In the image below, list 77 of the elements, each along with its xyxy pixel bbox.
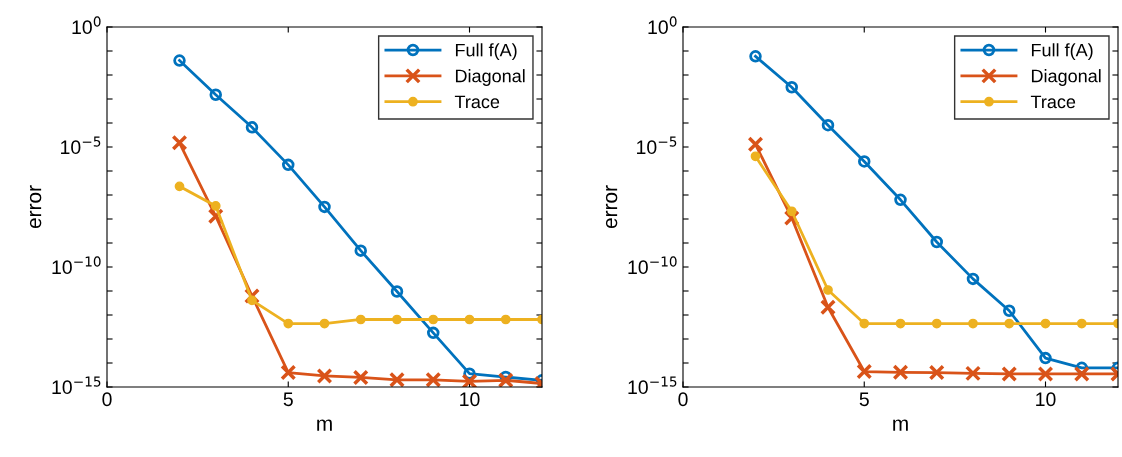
point <box>930 235 943 249</box>
point <box>389 371 405 387</box>
x-axis-title: m <box>317 419 332 431</box>
point <box>355 314 366 325</box>
y-tick-label: 10$^{−15}$ <box>628 376 677 395</box>
point <box>283 318 294 329</box>
point <box>174 181 185 192</box>
point <box>895 318 906 329</box>
x-tick-label: 0 <box>678 392 688 407</box>
y-tick-label: 10$^{−10}$ <box>52 256 101 275</box>
point <box>966 272 980 286</box>
x-tick-label: 5 <box>283 392 293 407</box>
legend-label: Diagonal <box>1031 69 1101 86</box>
point <box>209 88 222 102</box>
point <box>319 318 330 329</box>
point <box>392 314 402 325</box>
legend-label: Trace <box>1030 95 1076 109</box>
point <box>786 206 797 217</box>
point <box>928 364 945 381</box>
point <box>247 295 257 306</box>
point <box>352 369 369 386</box>
y-tick-label: 10$^{−15}$ <box>52 376 101 395</box>
point <box>171 134 188 151</box>
point <box>1039 351 1052 365</box>
point <box>427 326 440 340</box>
point <box>500 314 511 325</box>
x-axis-title: m <box>893 419 908 431</box>
x-tick-label: 10 <box>460 392 480 407</box>
point <box>821 118 835 132</box>
y-tick-label: 10$^{0}$ <box>648 16 677 35</box>
y-axis-title: error <box>605 185 618 229</box>
point <box>210 201 221 211</box>
point <box>856 363 873 380</box>
point <box>1040 318 1051 329</box>
point <box>1076 318 1087 329</box>
point <box>1073 365 1090 382</box>
point <box>968 318 978 329</box>
point <box>280 364 297 381</box>
point <box>859 318 870 329</box>
point <box>749 50 762 63</box>
point <box>316 367 333 384</box>
point <box>858 155 871 168</box>
point <box>931 318 942 329</box>
point <box>428 314 439 325</box>
point <box>245 121 259 134</box>
point <box>894 193 907 207</box>
y-tick-label: 10$^{−5}$ <box>61 136 101 155</box>
x-tick-label: 10 <box>1036 392 1056 407</box>
y-axis-title: error <box>29 185 42 229</box>
point <box>820 299 836 316</box>
point <box>747 136 764 153</box>
point <box>1001 365 1018 382</box>
point <box>282 158 295 172</box>
point <box>173 54 186 67</box>
y-tick-label: 10$^{−10}$ <box>628 256 677 275</box>
point <box>464 314 475 325</box>
point <box>1037 365 1054 382</box>
legend-label: Full f(A) <box>455 43 517 61</box>
x-tick-label: 0 <box>102 392 112 407</box>
y-tick-label: 10$^{0}$ <box>72 16 101 35</box>
point <box>1003 304 1016 318</box>
point <box>785 80 798 94</box>
point <box>823 285 833 295</box>
point <box>1004 318 1015 329</box>
y-tick-label: 10$^{−5}$ <box>637 136 677 155</box>
legend-label: Full f(A) <box>1031 43 1093 61</box>
point <box>892 364 909 381</box>
point <box>425 371 442 387</box>
point <box>461 373 478 387</box>
point <box>354 244 367 257</box>
point <box>965 365 981 382</box>
point <box>390 285 404 298</box>
legend-label: Diagonal <box>455 69 525 86</box>
x-tick-label: 5 <box>859 392 869 407</box>
legend-label: Trace <box>454 95 500 109</box>
point <box>750 151 761 162</box>
point <box>318 200 331 214</box>
